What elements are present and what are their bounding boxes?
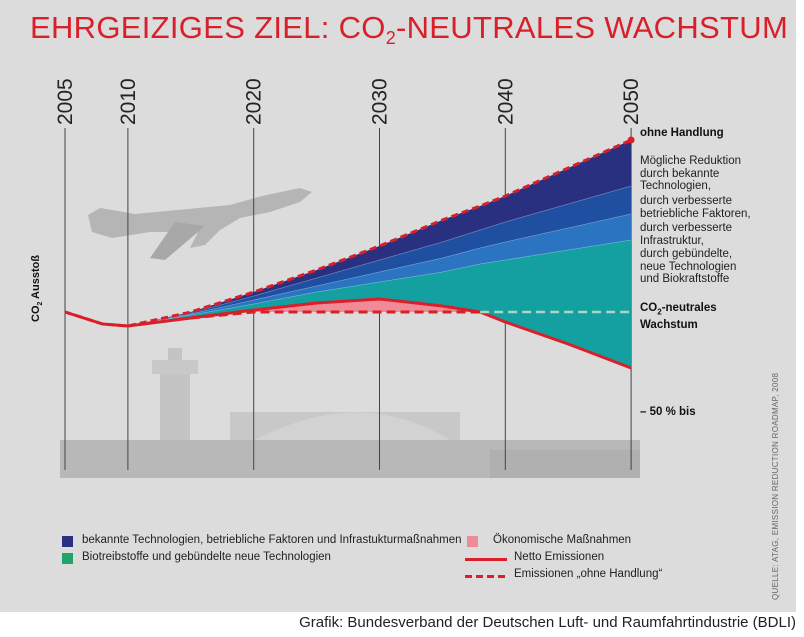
x-tick-label: 2030 bbox=[369, 78, 392, 125]
annotation-line: betriebliche Faktoren, bbox=[640, 207, 751, 220]
x-tick-label: 2050 bbox=[620, 78, 643, 125]
legend-label-ohne-handlung: Emissionen „ohne Handlung“ bbox=[514, 568, 663, 580]
annotation-ohne-handlung: ohne Handlung bbox=[640, 127, 724, 139]
airplane-icon bbox=[88, 188, 312, 260]
legend-line-solid bbox=[465, 558, 507, 561]
title-subscript: 2 bbox=[385, 28, 396, 48]
title-rest: -NEUTRALES WACHSTUM bbox=[396, 10, 789, 45]
annotation-line: CO2-neutrales bbox=[640, 302, 717, 319]
annotation-line: Wachstum bbox=[640, 318, 698, 331]
airport-skyline-icon bbox=[60, 348, 640, 478]
x-tick-label: 2005 bbox=[54, 78, 77, 125]
legend-label-bekannte-technologien: bekannte Technologien, betriebliche Fakt… bbox=[82, 534, 462, 546]
annotation-co2-subscript: 2 bbox=[657, 307, 662, 317]
annotation-bekannte-technologien: Mögliche Reduktion durch bekannte Techno… bbox=[640, 155, 741, 193]
y-axis-label-rest: Ausstoß bbox=[30, 254, 42, 302]
annotation-line: durch verbesserte bbox=[640, 222, 733, 234]
annotation-line: durch bekannte bbox=[640, 167, 720, 180]
legend-line-dashed bbox=[465, 575, 507, 578]
annotation-neutrales: -neutrales bbox=[661, 302, 717, 314]
ohne-handlung-endpoint bbox=[627, 136, 635, 144]
legend-label-biotreibstoffe: Biotreibstoffe und gebündelte neue Techn… bbox=[82, 551, 331, 563]
annotation-co2: CO bbox=[640, 302, 658, 314]
annotation-line: neue Technologien bbox=[640, 260, 737, 273]
x-tick-label: 2010 bbox=[117, 78, 140, 125]
y-axis-label: CO2 Ausstoß bbox=[30, 255, 44, 322]
source-note: QUELLE: ATAG, EMISSION REDUCTION ROADMAP… bbox=[771, 372, 780, 600]
title-main: EHRGEIZIGES ZIEL: CO bbox=[30, 10, 386, 45]
legend-label-netto-emissionen: Netto Emissionen bbox=[514, 551, 605, 563]
y-axis-label-co: CO bbox=[30, 305, 42, 323]
legend-swatch-green bbox=[62, 553, 73, 564]
annotation-betriebliche-faktoren: durch verbesserte betriebliche Faktoren, bbox=[640, 195, 751, 220]
band-oekonomische-massnahmen bbox=[253, 299, 481, 312]
page-title: EHRGEIZIGES ZIEL: CO2-NEUTRALES WACHSTUM bbox=[30, 10, 788, 49]
x-tick-label: 2040 bbox=[494, 78, 517, 125]
annotation-line: durch gebündelte, bbox=[640, 248, 733, 260]
series-co2-neutral-line bbox=[190, 310, 481, 320]
y-axis-label-subscript: 2 bbox=[37, 301, 45, 306]
annotation-line: Mögliche Reduktion bbox=[640, 155, 742, 167]
legend-swatch-pink bbox=[467, 536, 478, 547]
series-netto-emissionen-line bbox=[64, 297, 632, 370]
footer-credit: Grafik: Bundesverband der Deutschen Luft… bbox=[299, 614, 796, 631]
annotation-neue-technologien: durch gebündelte, neue Technologien und … bbox=[640, 248, 736, 286]
legend-label-oekonomische-massnahmen: Ökonomische Maßnahmen bbox=[493, 534, 632, 546]
annotation-minus-50: – 50 % bis bbox=[640, 406, 696, 418]
legend-swatch-blue bbox=[62, 536, 73, 547]
annotation-line: Technologien, bbox=[640, 180, 711, 192]
annotation-infrastruktur: durch verbesserte Infrastruktur, bbox=[640, 222, 732, 247]
annotation-co2-neutral: CO2-neutrales Wachstum bbox=[640, 302, 717, 331]
annotation-line: durch verbesserte bbox=[640, 195, 733, 207]
x-tick-label: 2020 bbox=[243, 78, 266, 125]
annotation-line: Infrastruktur, bbox=[640, 234, 704, 247]
annotation-line: und Biokraftstoffe bbox=[640, 273, 730, 285]
emission-chart: 2005 2010 2020 2030 2040 2050 bbox=[54, 78, 643, 478]
band-neue-technologien bbox=[65, 240, 632, 368]
